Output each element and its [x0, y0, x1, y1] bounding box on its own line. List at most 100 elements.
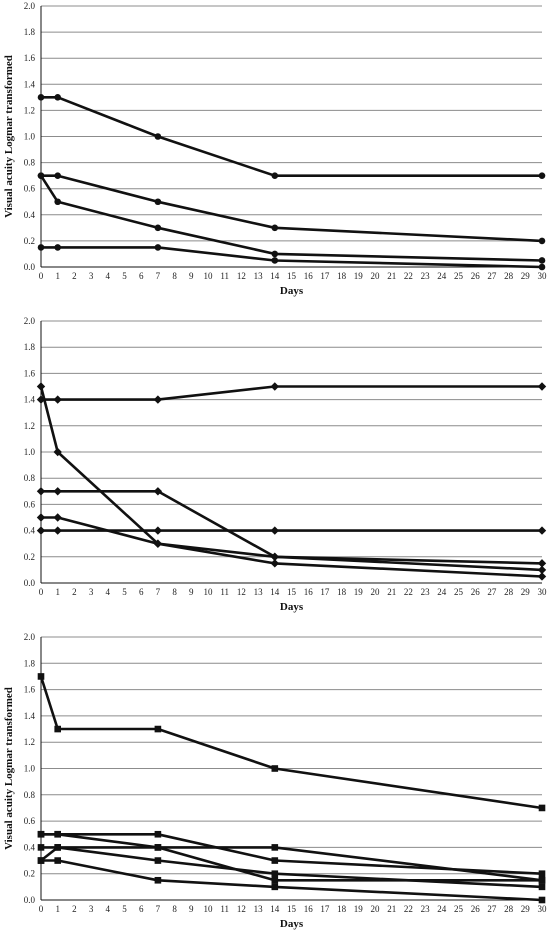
- data-point: [537, 382, 547, 391]
- x-tick-label: 28: [504, 904, 514, 914]
- data-point: [271, 172, 279, 179]
- data-point: [271, 876, 279, 884]
- y-tick-label: 1.8: [24, 27, 36, 37]
- x-tick-label: 17: [320, 587, 330, 597]
- x-tick-label: 19: [354, 587, 364, 597]
- data-point: [154, 224, 162, 232]
- x-tick-label: 14: [270, 271, 280, 281]
- data-point: [54, 830, 61, 838]
- x-tick-label: 12: [237, 587, 246, 597]
- data-point: [54, 857, 61, 864]
- data-point: [537, 526, 547, 535]
- x-tick-label: 15: [287, 904, 297, 914]
- series-line-2: [39, 386, 543, 565]
- y-tick-label: 0.6: [24, 816, 36, 826]
- data-point: [36, 487, 46, 496]
- x-tick-label: 26: [471, 587, 481, 597]
- series-line-4: [41, 516, 543, 578]
- data-point: [154, 857, 162, 864]
- data-point: [37, 844, 45, 851]
- data-point: [271, 857, 279, 864]
- data-point: [538, 172, 546, 179]
- data-point: [37, 830, 45, 838]
- x-tick-label: 1: [55, 271, 60, 281]
- x-tick-label: 15: [287, 271, 297, 281]
- y-tick-label: 0.0: [24, 262, 36, 272]
- data-point: [538, 870, 546, 877]
- data-point: [153, 526, 163, 535]
- x-tick-label: 6: [139, 271, 144, 281]
- data-point: [153, 395, 163, 404]
- x-tick-label: 8: [172, 271, 177, 281]
- series-line-4: [41, 246, 543, 269]
- data-point: [270, 559, 279, 568]
- x-tick-label: 11: [220, 271, 229, 281]
- x-tick-label: 19: [354, 904, 364, 914]
- y-tick-label: 0.6: [24, 499, 36, 509]
- x-tick-label: 6: [139, 904, 144, 914]
- data-point: [537, 559, 547, 568]
- data-point: [36, 382, 46, 391]
- data-point: [154, 876, 162, 884]
- x-tick-label: 7: [156, 271, 161, 281]
- data-point: [270, 552, 279, 561]
- y-tick-label: 1.4: [24, 711, 36, 721]
- data-point: [154, 198, 162, 206]
- data-point: [37, 673, 45, 680]
- data-point: [271, 765, 279, 772]
- data-point: [154, 133, 162, 140]
- x-tick-label: 11: [220, 904, 229, 914]
- x-tick-label: 5: [122, 904, 127, 914]
- x-tick-label: 0: [39, 904, 44, 914]
- x-tick-label: 28: [504, 587, 514, 597]
- data-point: [53, 526, 62, 535]
- x-tick-label: 3: [89, 587, 94, 597]
- x-tick-label: 27: [487, 904, 497, 914]
- x-tick-label: 27: [487, 587, 497, 597]
- data-point: [154, 725, 162, 733]
- x-tick-label: 3: [89, 271, 94, 281]
- x-tick-label: 5: [122, 587, 127, 597]
- x-tick-label: 13: [254, 587, 264, 597]
- x-tick-label: 22: [404, 271, 413, 281]
- data-point: [271, 250, 279, 258]
- x-tick-label: 4: [106, 904, 111, 914]
- data-point: [538, 804, 546, 812]
- y-tick-label: 0.8: [24, 158, 36, 168]
- y-tick-label: 1.0: [24, 132, 36, 142]
- x-axis-title: Days: [280, 918, 304, 930]
- y-tick-label: 1.2: [24, 105, 35, 115]
- data-point: [37, 94, 45, 101]
- data-point: [153, 539, 163, 548]
- x-tick-label: 24: [437, 271, 447, 281]
- y-tick-label: 0.4: [24, 210, 36, 220]
- x-tick-label: 12: [237, 271, 246, 281]
- x-tick-label: 13: [254, 904, 264, 914]
- x-tick-label: 30: [538, 587, 548, 597]
- x-tick-label: 16: [304, 587, 314, 597]
- data-point: [271, 883, 279, 891]
- data-point: [270, 382, 279, 391]
- data-point: [271, 257, 279, 264]
- data-point: [53, 395, 62, 404]
- data-point: [271, 844, 279, 851]
- x-tick-label: 8: [172, 587, 177, 597]
- y-axis-title: Visual acuity Logmar transformed: [3, 55, 15, 218]
- x-tick-label: 1: [55, 904, 60, 914]
- y-tick-label: 2.0: [24, 316, 36, 326]
- x-tick-label: 11: [220, 587, 229, 597]
- x-tick-label: 16: [304, 271, 314, 281]
- data-point: [154, 844, 162, 851]
- data-point: [53, 447, 62, 457]
- data-point: [271, 870, 279, 877]
- data-point: [54, 725, 61, 733]
- data-point: [53, 513, 62, 522]
- y-tick-label: 0.0: [24, 578, 36, 588]
- x-tick-label: 9: [189, 904, 194, 914]
- data-point: [271, 224, 279, 232]
- y-tick-label: 0.4: [24, 842, 36, 852]
- y-tick-label: 1.8: [24, 658, 36, 668]
- x-tick-label: 25: [454, 271, 464, 281]
- x-tick-label: 23: [421, 271, 431, 281]
- x-axis-title: Days: [280, 601, 304, 613]
